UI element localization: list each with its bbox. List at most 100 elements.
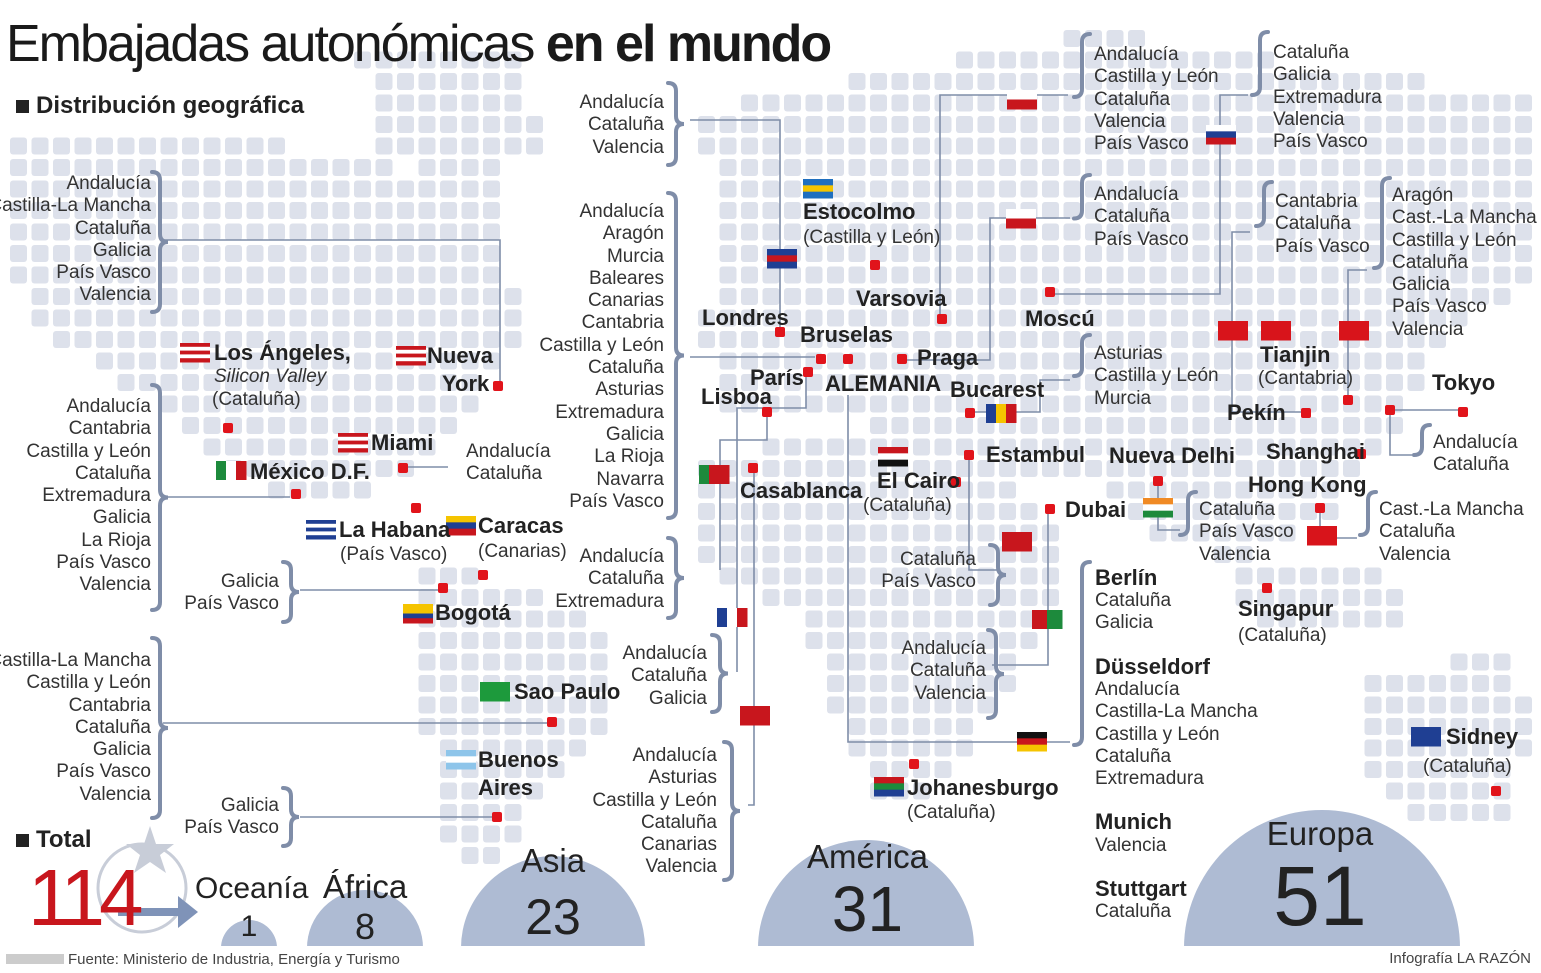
land-cell xyxy=(977,309,995,327)
land-cell xyxy=(1472,804,1489,821)
land-cell xyxy=(440,804,457,821)
land-cell xyxy=(461,180,479,198)
land-cell xyxy=(1472,653,1489,671)
land-cell xyxy=(1450,288,1468,305)
land-cell xyxy=(1407,137,1425,155)
land-cell xyxy=(418,374,436,391)
land-cell xyxy=(891,223,909,241)
land-cell xyxy=(483,739,500,757)
land-cell xyxy=(891,395,909,413)
land-cell xyxy=(1171,73,1188,90)
land-cell xyxy=(956,137,973,155)
land-cell xyxy=(1278,116,1296,133)
list-entry: Cataluña xyxy=(1275,213,1352,235)
land-cell xyxy=(1235,266,1253,284)
land-cell xyxy=(1192,395,1210,413)
land-cell xyxy=(332,223,350,241)
land-cell xyxy=(354,51,371,69)
land-cell xyxy=(397,137,414,155)
list-entry: Galicia xyxy=(220,571,279,592)
land-cell xyxy=(1085,245,1102,262)
land-cell xyxy=(956,94,973,112)
land-cell xyxy=(440,331,457,348)
land-cell xyxy=(1063,438,1081,456)
land-cell xyxy=(1386,245,1403,262)
land-cell xyxy=(1235,159,1253,176)
america-value: 31 xyxy=(831,873,904,945)
city-marker xyxy=(909,759,919,769)
land-cell xyxy=(74,159,92,176)
city-sidney-sub: (Cataluña) xyxy=(1423,756,1512,777)
land-cell xyxy=(1235,202,1253,219)
land-cell xyxy=(10,223,27,241)
land-cell xyxy=(246,202,264,219)
land-cell xyxy=(1450,223,1468,241)
land-cell xyxy=(483,847,500,864)
land-cell xyxy=(913,266,930,284)
land-cell xyxy=(977,137,995,155)
land-cell xyxy=(182,395,199,413)
land-cell xyxy=(182,245,199,262)
list-entry: Castilla y León xyxy=(539,334,664,356)
land-cell xyxy=(956,202,973,219)
land-cell xyxy=(160,180,178,198)
land-cell xyxy=(461,288,479,305)
land-cell xyxy=(827,481,844,499)
land-cell xyxy=(1235,395,1253,413)
land-cell xyxy=(96,202,113,219)
land-cell xyxy=(483,202,500,219)
land-cell xyxy=(289,352,307,370)
land-cell xyxy=(1020,266,1038,284)
land-cell xyxy=(182,266,199,284)
land-cell xyxy=(1192,137,1210,155)
land-cell xyxy=(547,675,565,692)
land-cell xyxy=(934,245,952,262)
list-entry: Andalucía xyxy=(1433,432,1518,453)
land-cell xyxy=(1450,309,1468,327)
land-cell xyxy=(1278,223,1296,241)
land-cell xyxy=(848,589,866,606)
land-cell xyxy=(1515,245,1532,262)
land-cell xyxy=(1278,524,1296,542)
land-cell xyxy=(526,696,543,714)
land-cell xyxy=(913,309,930,327)
land-cell xyxy=(827,266,844,284)
land-cell xyxy=(848,116,866,133)
flag-romania-icon xyxy=(986,404,1017,423)
land-cell xyxy=(1171,223,1188,241)
land-cell xyxy=(504,653,522,671)
africa-value: 8 xyxy=(354,906,376,947)
land-cell xyxy=(913,503,930,520)
land-cell xyxy=(311,481,328,499)
land-cell xyxy=(1429,266,1446,284)
land-cell xyxy=(332,417,350,434)
land-cell xyxy=(10,245,27,262)
list-entry: Extremadura xyxy=(1273,86,1382,108)
land-cell xyxy=(461,825,479,843)
list-entry: Valencia xyxy=(1379,543,1451,565)
city-nueva-delhi: Nueva Delhi xyxy=(1109,443,1235,468)
land-cell xyxy=(246,137,264,155)
land-cell xyxy=(805,374,823,391)
land-cell xyxy=(719,245,737,262)
land-cell xyxy=(977,159,995,176)
land-cell xyxy=(848,395,866,413)
land-cell xyxy=(1493,675,1511,692)
city-marker xyxy=(775,327,785,337)
land-cell xyxy=(590,718,608,735)
land-cell xyxy=(418,245,436,262)
land-cell xyxy=(1343,180,1360,198)
land-cell xyxy=(956,739,973,757)
land-cell xyxy=(1386,309,1403,327)
land-cell xyxy=(268,417,285,434)
land-cell xyxy=(870,395,887,413)
land-cell xyxy=(1386,675,1403,692)
land-cell xyxy=(1020,159,1038,176)
land-cell xyxy=(719,116,737,133)
city-shanghai: Shanghai xyxy=(1266,439,1366,464)
flag-argentina-icon xyxy=(446,750,476,770)
land-cell xyxy=(1106,395,1124,413)
list-londres: Andalucía Cataluña Valencia xyxy=(579,92,664,159)
land-cell xyxy=(1493,653,1511,671)
city-la-habana: La Habana xyxy=(339,517,451,542)
